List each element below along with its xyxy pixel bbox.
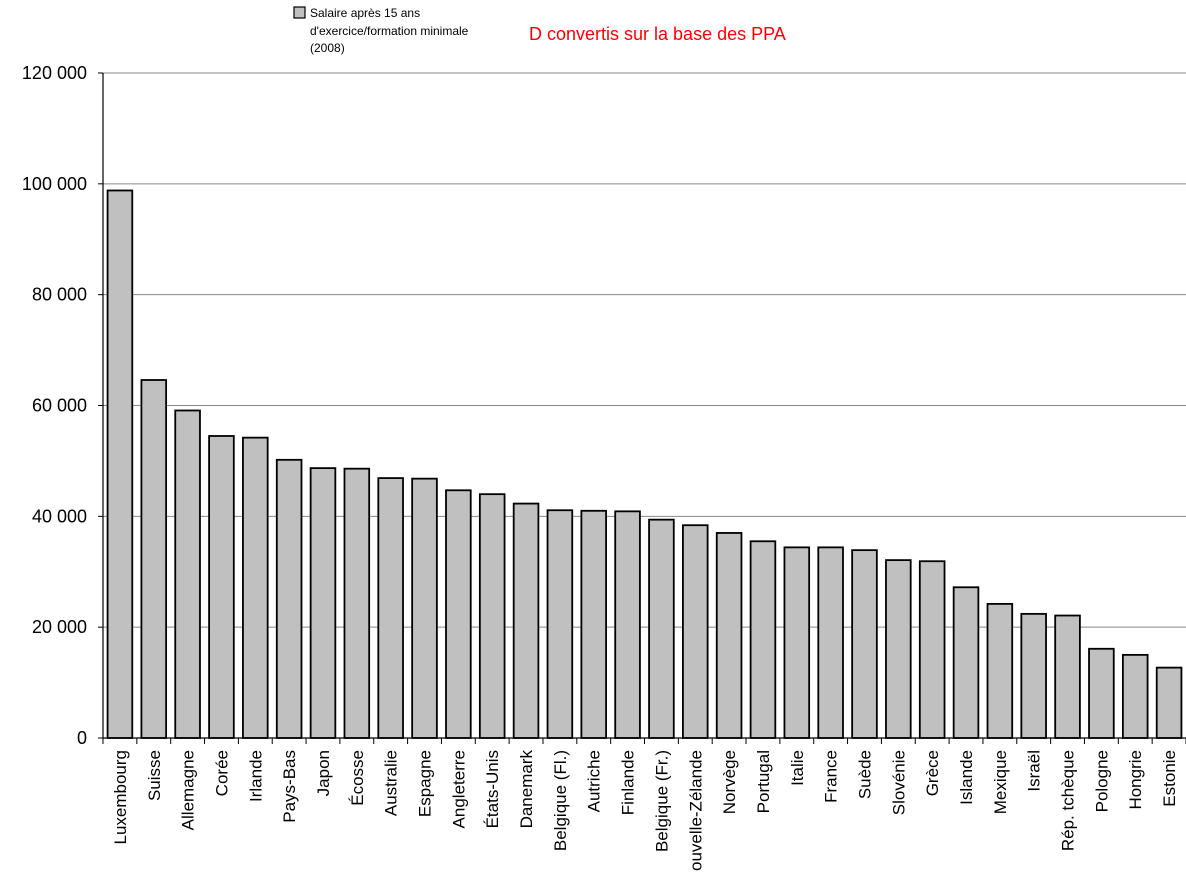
- bar: [309, 467, 337, 739]
- legend-swatch: [293, 6, 306, 19]
- x-tick-labels: Luxembourg Suisse Allemagne Corée Irlande Pay…: [102, 738, 1186, 872]
- x-tick-label: Islande: [957, 750, 976, 805]
- bar: [749, 540, 777, 739]
- chart-title: D convertis sur la base des PPA: [529, 24, 786, 44]
- x-tick-label: Danemark: [517, 750, 536, 829]
- x-tick-label: Autriche: [585, 750, 604, 812]
- bar: [580, 509, 607, 739]
- x-tick-label: Mexique: [991, 750, 1010, 814]
- y-tick-label: 120 000: [22, 63, 87, 83]
- x-tick-label: Japon: [314, 750, 333, 796]
- bar: [174, 409, 201, 739]
- y-tick-label: 80 000: [32, 285, 87, 305]
- x-tick-label: Pologne: [1092, 750, 1111, 812]
- bar: [106, 189, 134, 739]
- x-tick-label: Italie: [788, 750, 807, 786]
- x-tick-label: Pays-Bas: [280, 750, 299, 823]
- bar: [1054, 614, 1081, 739]
- y-tick-labels: 0 20 000 40 000 60 000 80 000 100 000 120 000: [22, 63, 103, 748]
- x-tick-label: Espagne: [416, 750, 435, 817]
- x-tick-label: Allemagne: [179, 750, 198, 830]
- bars: [106, 189, 1183, 739]
- y-tick-label: 100 000: [22, 174, 87, 194]
- bar: [343, 467, 371, 739]
- x-tick-label: Estonie: [1160, 750, 1179, 807]
- x-tick-label: Grèce: [923, 750, 942, 796]
- bar: [512, 502, 540, 739]
- bar: [851, 549, 878, 739]
- bar: [546, 509, 574, 739]
- x-tick-label: Corée: [212, 750, 231, 796]
- x-tick-label: Finlande: [619, 750, 638, 815]
- bar: [1155, 666, 1183, 739]
- legend-label-line-2: d'exercice/formation minimale: [310, 24, 469, 38]
- x-tick-label: Luxembourg: [111, 750, 130, 845]
- x-tick-label: Angleterre: [449, 750, 468, 828]
- bar: [648, 518, 675, 739]
- bar: [411, 477, 438, 739]
- bar: [1121, 653, 1149, 739]
- x-tick-label: Hongrie: [1126, 750, 1145, 810]
- x-tick-label: Australie: [382, 750, 401, 816]
- bar: [817, 546, 844, 739]
- bar: [377, 477, 404, 739]
- x-tick-label: Suède: [855, 750, 874, 799]
- x-tick-label: Israël: [1025, 750, 1044, 792]
- x-tick-label: Slovénie: [889, 750, 908, 815]
- y-tick-label: 0: [77, 728, 87, 748]
- bar: [242, 436, 269, 739]
- legend-label-line-1: Salaire après 15 ans: [310, 6, 420, 20]
- bar: [140, 379, 168, 739]
- bar: [885, 559, 912, 739]
- x-tick-label: Écosse: [348, 750, 367, 806]
- x-tick-label: Suisse: [145, 750, 164, 801]
- bar: [478, 493, 506, 739]
- y-tick-label: 60 000: [32, 396, 87, 416]
- x-tick-label: Belgique (Fr.): [652, 750, 671, 852]
- legend: Salaire après 15 ans d'exercice/formatio…: [293, 6, 469, 55]
- x-tick-label: France: [822, 750, 841, 803]
- bar: [682, 524, 709, 739]
- bar: [614, 510, 641, 739]
- y-tick-label: 40 000: [32, 506, 87, 526]
- y-tick-label: 20 000: [32, 617, 87, 637]
- legend-label-line-3: (2008): [310, 41, 345, 55]
- x-tick-label: Norvège: [720, 750, 739, 814]
- bar: [1088, 647, 1115, 739]
- bar: [1020, 612, 1047, 739]
- bar: [952, 586, 980, 739]
- x-tick-label: Belgique (Fl.): [551, 750, 570, 851]
- x-tick-label: Rép. tchèque: [1059, 750, 1078, 851]
- bar: [445, 489, 472, 739]
- bar: [986, 602, 1014, 739]
- x-tick-label: Irlande: [246, 750, 265, 802]
- x-tick-label: États-Unis: [483, 750, 502, 828]
- bar: [715, 532, 743, 739]
- bar: [208, 435, 235, 739]
- x-tick-label: Nouvelle-Zélande: [686, 750, 705, 872]
- x-tick-label: Portugal: [754, 750, 773, 813]
- bar: [783, 546, 811, 739]
- bar: [275, 458, 303, 739]
- bar: [918, 560, 946, 739]
